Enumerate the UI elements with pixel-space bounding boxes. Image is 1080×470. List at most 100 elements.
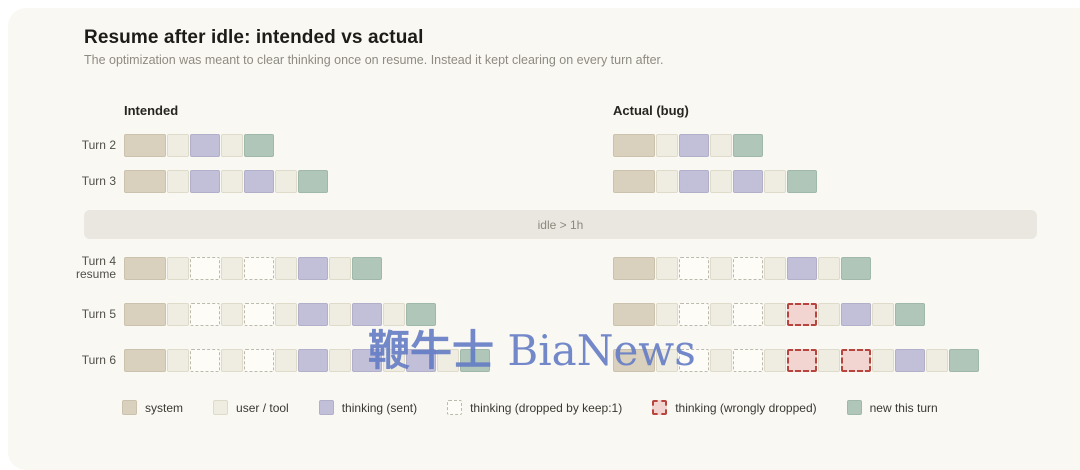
block-thinking-sent bbox=[406, 349, 436, 372]
legend: system user / tool thinking (sent) thinking… bbox=[122, 400, 938, 415]
block-thinking-dropped-by-keep-1 bbox=[733, 349, 763, 372]
block-user-tool bbox=[710, 134, 732, 157]
legend-label: system bbox=[145, 400, 184, 415]
legend-label: thinking (dropped by keep:1) bbox=[470, 400, 623, 415]
turn-row-label: Turn 3 bbox=[81, 173, 116, 188]
block-thinking-sent bbox=[190, 134, 220, 157]
block-user-tool bbox=[656, 257, 678, 280]
block-system bbox=[124, 134, 166, 157]
block-thinking-dropped-by-keep-1 bbox=[679, 349, 709, 372]
block-user-tool bbox=[710, 170, 732, 193]
block-track-actual bbox=[613, 303, 925, 326]
block-thinking-wrongly-dropped bbox=[787, 303, 817, 326]
block-user-tool bbox=[221, 349, 243, 372]
block-user-tool bbox=[710, 349, 732, 372]
block-thinking-dropped-by-keep-1 bbox=[679, 257, 709, 280]
block-user-tool bbox=[656, 303, 678, 326]
legend-swatch bbox=[652, 400, 668, 415]
legend-item: thinking (wrongly dropped) bbox=[652, 400, 817, 415]
turn-row-label: Turn 2 bbox=[81, 137, 116, 152]
block-user-tool bbox=[818, 303, 840, 326]
block-thinking-sent bbox=[244, 170, 274, 193]
turn-row: Turn 4 resume bbox=[0, 253, 1080, 282]
block-thinking-sent bbox=[298, 349, 328, 372]
page-title: Resume after idle: intended vs actual bbox=[84, 27, 424, 48]
block-user-tool bbox=[383, 349, 405, 372]
block-user-tool bbox=[329, 303, 351, 326]
block-new-this-turn bbox=[298, 170, 328, 193]
block-track-actual bbox=[613, 257, 871, 280]
block-thinking-dropped-by-keep-1 bbox=[733, 257, 763, 280]
block-thinking-sent bbox=[679, 134, 709, 157]
block-system bbox=[613, 170, 655, 193]
block-thinking-sent bbox=[787, 257, 817, 280]
block-user-tool bbox=[818, 257, 840, 280]
turn-row-label: Turn 4 resume bbox=[75, 253, 116, 282]
block-new-this-turn bbox=[406, 303, 436, 326]
block-thinking-dropped-by-keep-1 bbox=[244, 349, 274, 372]
turn-row: Turn 2 bbox=[0, 134, 1080, 157]
block-track-intended bbox=[124, 303, 436, 326]
block-new-this-turn bbox=[460, 349, 490, 372]
block-system bbox=[124, 349, 166, 372]
legend-item: new this turn bbox=[846, 400, 938, 415]
block-new-this-turn bbox=[352, 257, 382, 280]
block-system bbox=[613, 134, 655, 157]
block-user-tool bbox=[926, 349, 948, 372]
block-track-actual bbox=[613, 170, 817, 193]
legend-label: new this turn bbox=[869, 400, 938, 415]
block-track-intended bbox=[124, 170, 328, 193]
block-thinking-dropped-by-keep-1 bbox=[244, 257, 274, 280]
block-user-tool bbox=[167, 349, 189, 372]
block-user-tool bbox=[656, 170, 678, 193]
block-user-tool bbox=[437, 349, 459, 372]
block-user-tool bbox=[329, 349, 351, 372]
block-user-tool bbox=[167, 134, 189, 157]
block-thinking-sent bbox=[733, 170, 763, 193]
block-thinking-dropped-by-keep-1 bbox=[733, 303, 763, 326]
rows-before-idle: Turn 2 Turn 3 bbox=[0, 134, 1080, 206]
block-system bbox=[613, 349, 655, 372]
block-user-tool bbox=[221, 170, 243, 193]
block-user-tool bbox=[656, 134, 678, 157]
block-user-tool bbox=[764, 257, 786, 280]
column-header-actual: Actual (bug) bbox=[613, 103, 689, 118]
block-new-this-turn bbox=[244, 134, 274, 157]
block-thinking-dropped-by-keep-1 bbox=[190, 303, 220, 326]
block-system bbox=[124, 170, 166, 193]
legend-label: user / tool bbox=[236, 400, 289, 415]
block-new-this-turn bbox=[949, 349, 979, 372]
block-user-tool bbox=[275, 257, 297, 280]
block-thinking-sent bbox=[298, 257, 328, 280]
turn-row: Turn 6 bbox=[0, 349, 1080, 372]
block-system bbox=[613, 303, 655, 326]
block-thinking-wrongly-dropped bbox=[841, 349, 871, 372]
column-header-intended: Intended bbox=[124, 103, 179, 118]
block-user-tool bbox=[275, 349, 297, 372]
block-user-tool bbox=[275, 303, 297, 326]
block-thinking-dropped-by-keep-1 bbox=[190, 349, 220, 372]
turn-row-label: Turn 5 bbox=[81, 306, 116, 321]
rows-after-idle: Turn 4 resume Turn 5 Turn 6 bbox=[0, 253, 1080, 395]
block-new-this-turn bbox=[895, 303, 925, 326]
block-system bbox=[124, 257, 166, 280]
block-thinking-sent bbox=[190, 170, 220, 193]
diagram-card bbox=[8, 8, 1080, 470]
block-user-tool bbox=[221, 303, 243, 326]
block-user-tool bbox=[764, 349, 786, 372]
block-user-tool bbox=[872, 349, 894, 372]
turn-row: Turn 5 bbox=[0, 303, 1080, 326]
legend-swatch bbox=[318, 400, 334, 415]
block-user-tool bbox=[275, 170, 297, 193]
block-thinking-dropped-by-keep-1 bbox=[244, 303, 274, 326]
block-user-tool bbox=[764, 170, 786, 193]
block-user-tool bbox=[167, 257, 189, 280]
block-thinking-sent bbox=[841, 303, 871, 326]
idle-gap-label: idle > 1h bbox=[537, 217, 584, 232]
block-user-tool bbox=[872, 303, 894, 326]
block-thinking-dropped-by-keep-1 bbox=[679, 303, 709, 326]
legend-label: thinking (sent) bbox=[341, 400, 418, 415]
block-user-tool bbox=[329, 257, 351, 280]
block-thinking-sent bbox=[352, 349, 382, 372]
block-user-tool bbox=[818, 349, 840, 372]
